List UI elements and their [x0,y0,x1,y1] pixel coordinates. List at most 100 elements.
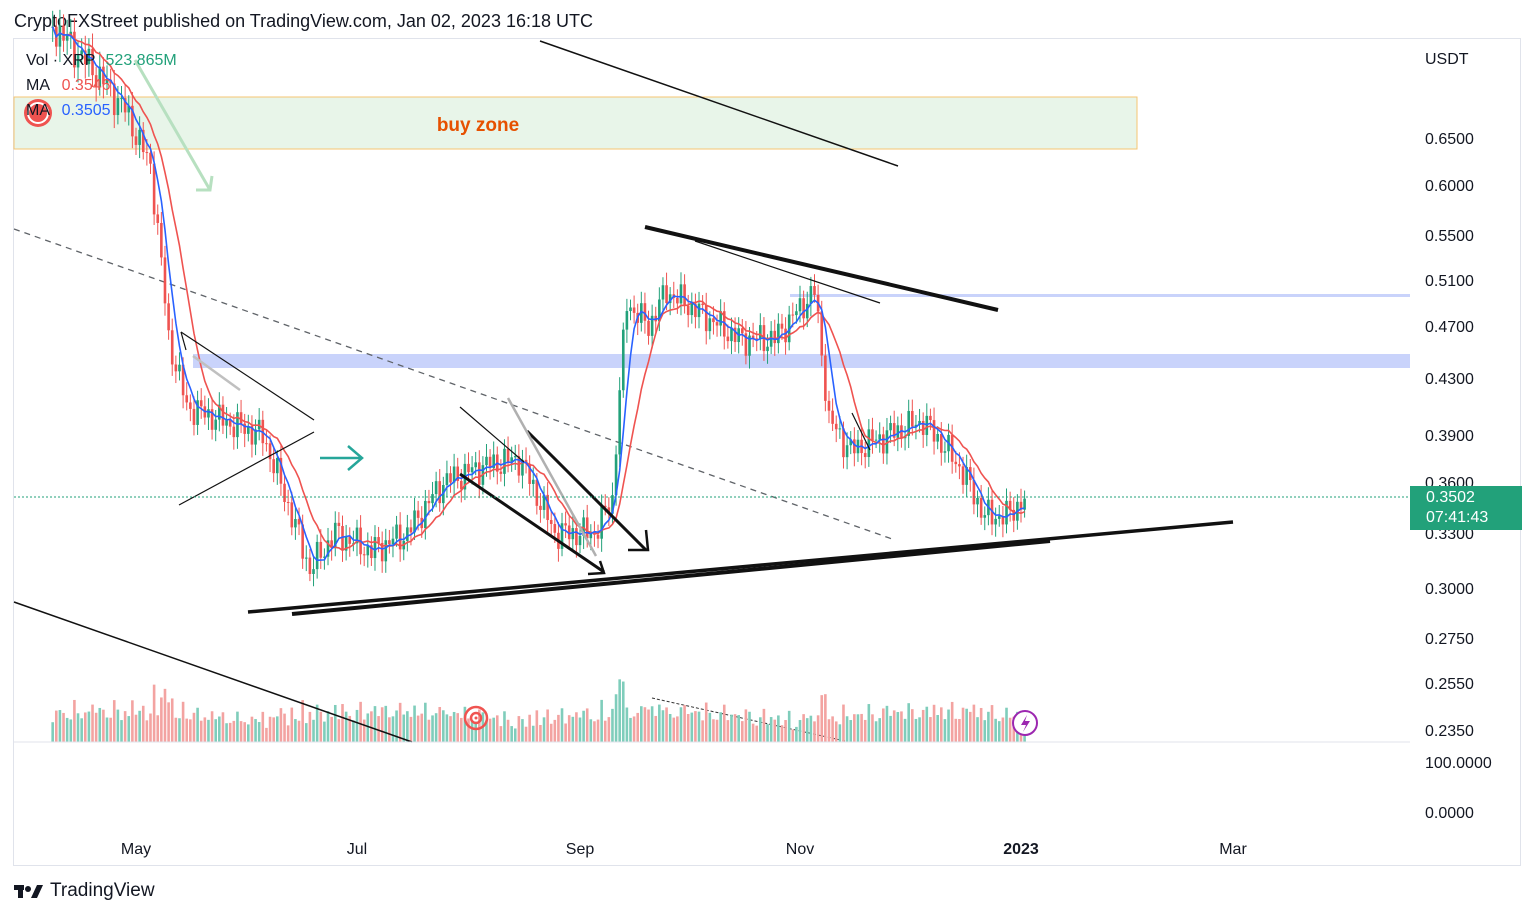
volume-bar [990,705,994,742]
volume-bar [323,721,326,742]
candle-body [513,456,517,458]
candle-body [643,303,647,321]
volume-bar [722,704,726,742]
candle-body [134,136,138,145]
candle-body [708,318,712,332]
volume-bar [499,726,503,742]
volume-bar [896,712,900,742]
candle-body [434,481,438,495]
volume-bar [445,714,449,742]
candle-body [449,473,452,483]
candle-body [629,307,632,312]
volume-bar [994,718,997,742]
volume-bar [661,710,665,742]
volume-bar [650,706,654,742]
candle-body [221,404,225,426]
volume-bar [384,705,388,742]
candle-body [384,540,388,562]
candle-body [618,390,621,455]
volume-bar [965,708,968,742]
volume-bar [449,716,452,742]
volume-bar [167,702,170,742]
candle-body [694,303,697,318]
candle-body [116,98,120,116]
candle-body [189,402,192,409]
legend-vol-value: 523.865M [105,52,177,69]
volume-bar [795,726,798,742]
volume-bar [297,720,301,742]
volume-bar [149,713,152,742]
candle-body [275,457,279,474]
volume-bar [116,709,120,742]
candle-body [112,83,116,116]
flag-b-upper [525,429,648,552]
candle-body [686,305,690,316]
volume-bar [694,711,697,742]
green-arrow-shaft [133,59,212,191]
candle-body [123,98,127,113]
volume-bar [488,718,492,742]
green-arrow-head [196,175,214,192]
volume-bar [567,715,571,742]
candle-body [167,303,170,331]
candle-body [535,479,539,506]
candle-body [640,303,643,323]
tradingview-logo[interactable]: TradingView [14,880,155,902]
volume-bar [939,707,943,742]
volume-bar [510,726,513,742]
volume-bar [377,716,380,742]
volume-bar [748,711,751,742]
candle-body [492,454,495,469]
candle-body [181,364,185,396]
volume-bar [221,712,225,742]
lightning-icon[interactable] [1012,710,1038,736]
target-icon[interactable] [463,705,489,731]
candle-body [250,426,254,445]
candle-body [207,409,210,418]
candle-body [127,105,131,113]
volume-bar [236,711,239,742]
candle-body [330,540,333,548]
candle-body [474,462,477,468]
volume-bar [596,719,600,742]
candle-body [409,527,413,533]
volume-bar [141,705,145,742]
candle-body [834,423,838,430]
volume-bar [979,707,983,742]
volume-bar [279,708,283,742]
candle-body [406,527,409,541]
candle-body [936,433,939,442]
volume-bar [874,721,878,742]
gray-arrow-line-3 [851,412,871,451]
volume-bar [163,688,167,742]
volume-bar [549,723,553,742]
candle-body [780,323,784,329]
volume-bar [199,720,203,742]
gray-arrow-line [506,397,598,557]
volume-bar [69,719,73,742]
candle-body [272,459,275,474]
volume-bar [903,718,907,742]
candle-body [571,528,575,540]
volume-bar [470,721,474,742]
candle-body [341,525,344,551]
candle-body [192,408,196,425]
candle-body [373,537,377,559]
candle-body [798,298,802,312]
volume-bar [571,716,575,742]
volume-bar [102,709,105,742]
candle-body [69,31,73,35]
volume-bar [629,717,632,742]
candle-body [853,439,856,454]
volume-bar [474,721,477,742]
candle-body [506,448,510,462]
candle-body [395,524,398,539]
volume-bar [257,722,261,742]
volume-bar [1001,717,1005,742]
volume-bar [225,723,228,742]
volume-bar [94,712,98,742]
ma-blue-line [51,26,1025,562]
candle-body [625,311,629,330]
volume-bar [600,699,603,742]
